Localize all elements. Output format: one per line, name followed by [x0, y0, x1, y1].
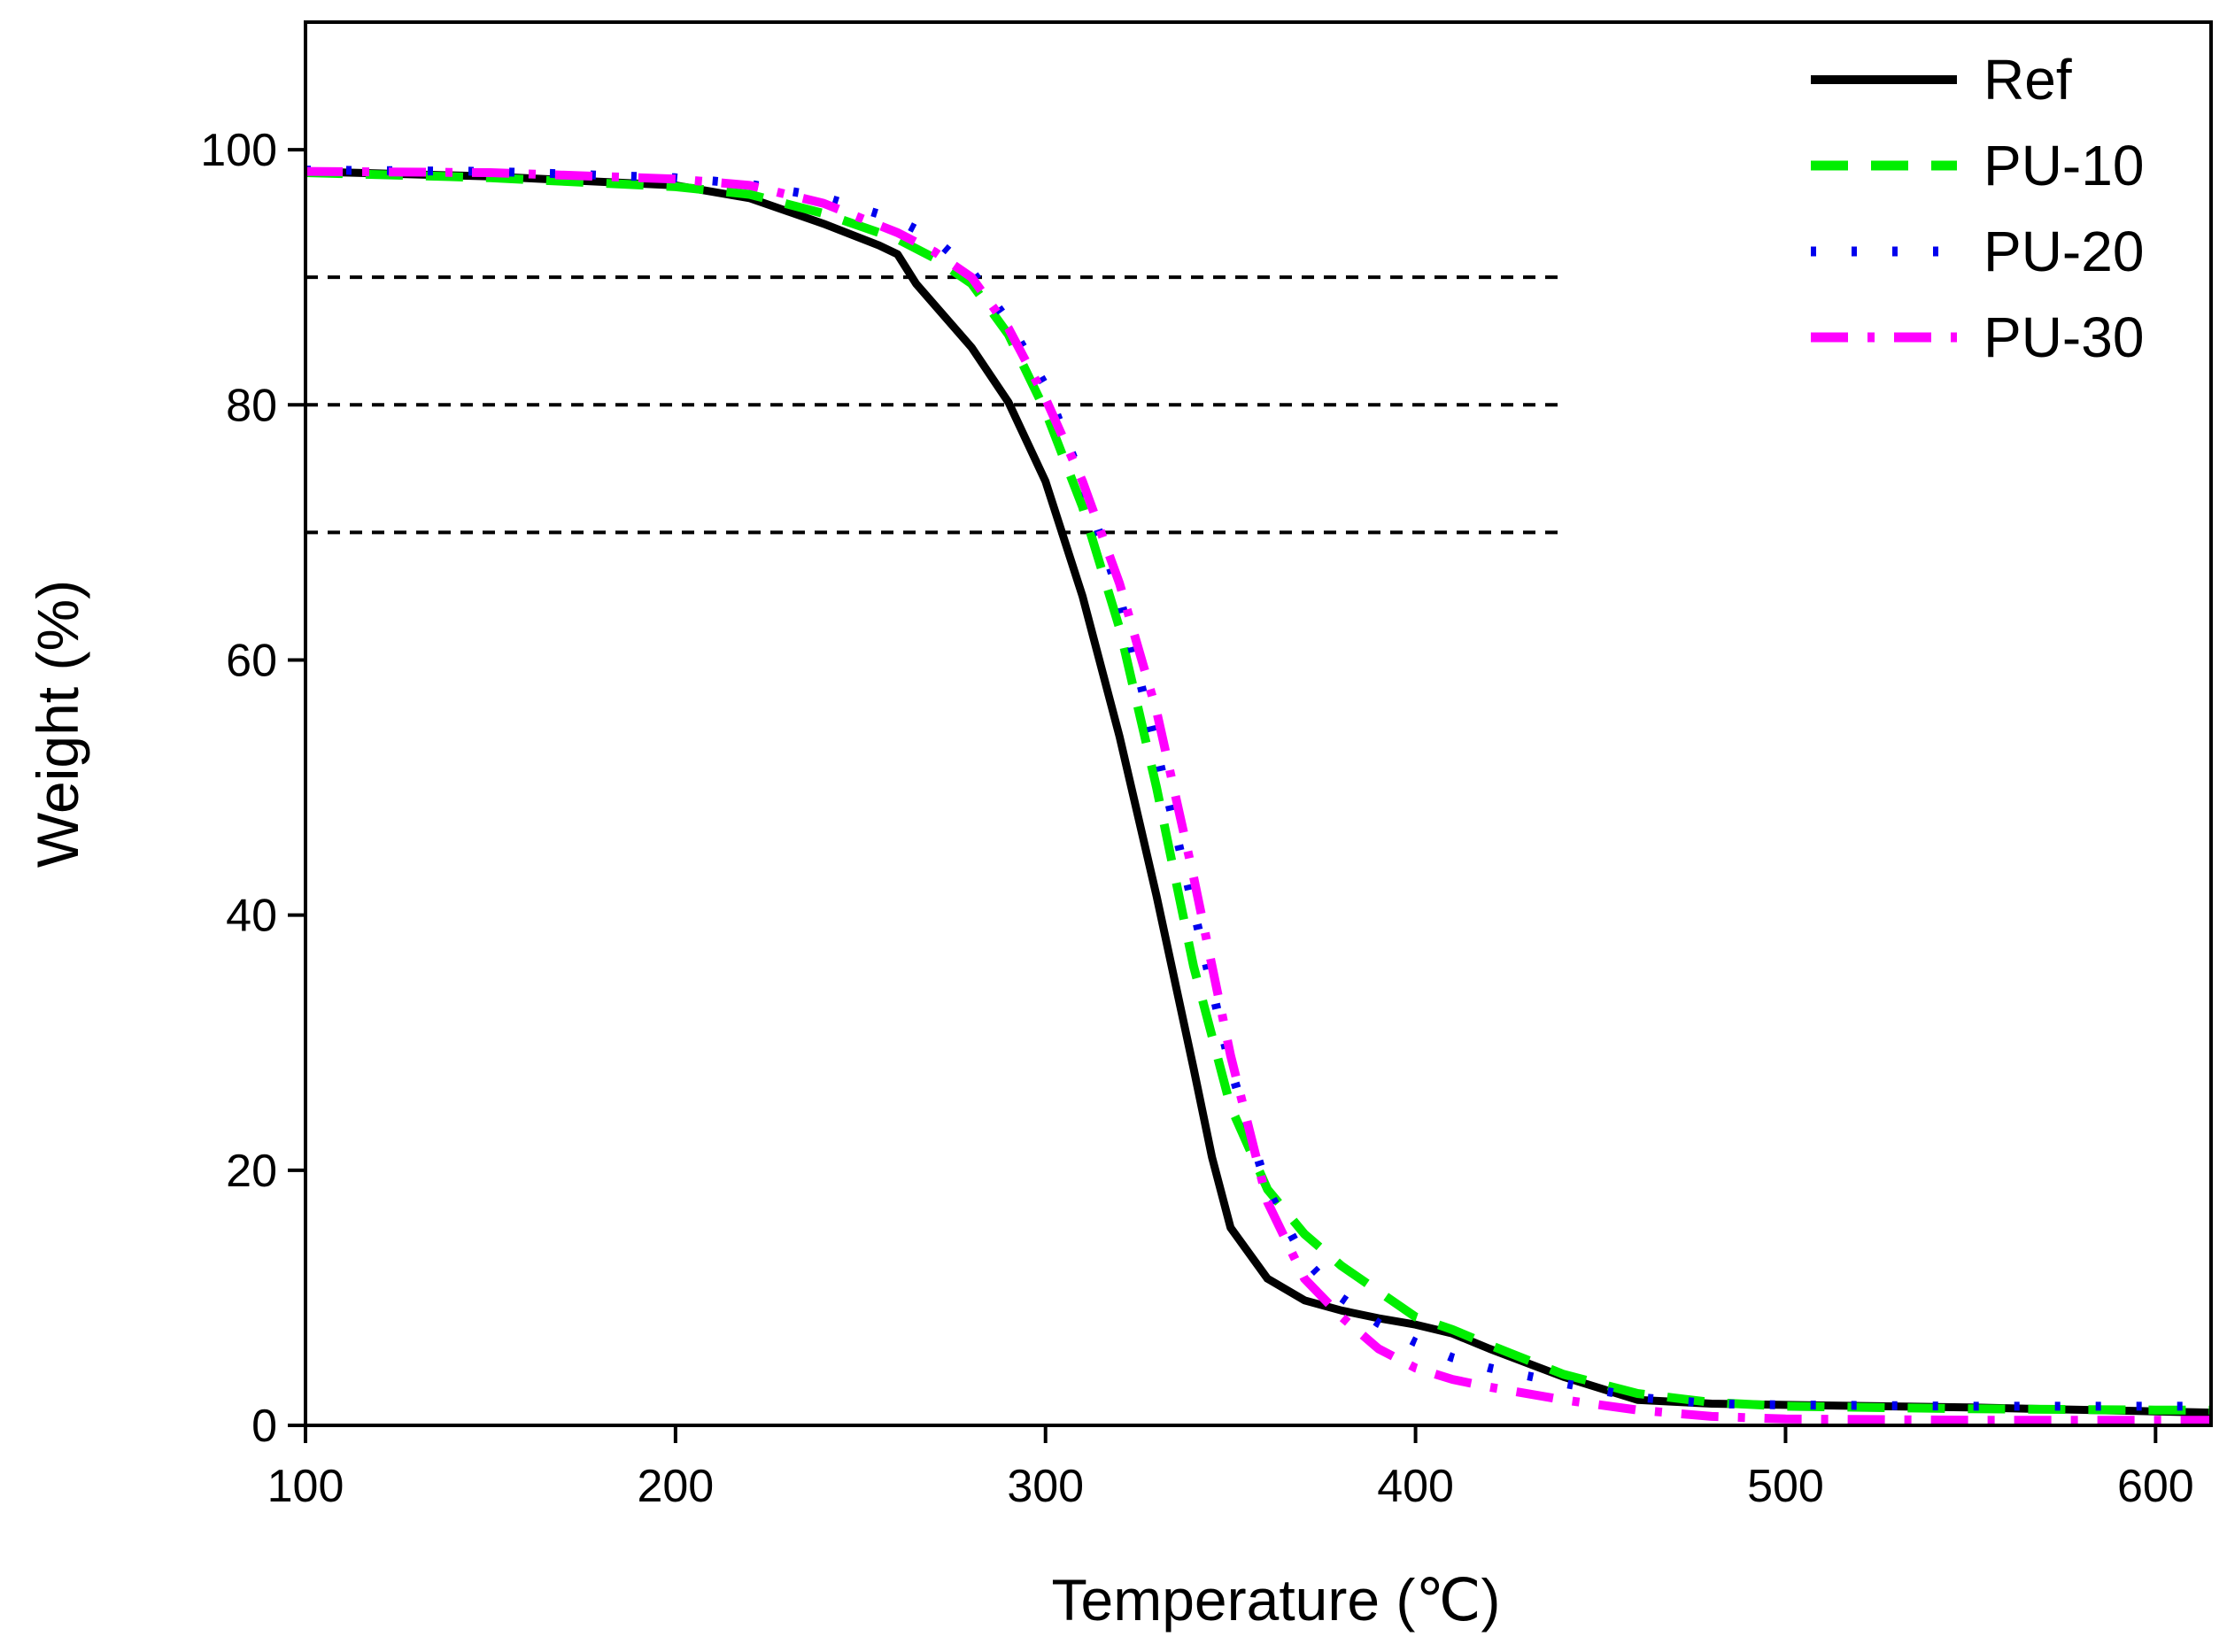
x-tick-label: 500: [1747, 1461, 1824, 1512]
y-tick-label: 80: [226, 380, 277, 431]
y-tick-label: 40: [226, 891, 277, 942]
x-axis: 100 200 300 400 500 600: [267, 1425, 2194, 1512]
series-lines: [305, 166, 2212, 1425]
x-tick-label: 600: [2117, 1461, 2194, 1512]
legend-label: Ref: [1983, 48, 2072, 112]
x-axis-title: Temperature (℃): [1052, 1567, 1501, 1633]
legend: Ref PU-10 PU-20 PU-30: [1811, 48, 2144, 369]
y-axis: 0 20 40 60 80 100: [200, 125, 305, 1452]
series-line-pu-10: [305, 168, 2211, 1415]
y-tick-label: 20: [226, 1146, 277, 1197]
x-tick-label: 400: [1377, 1461, 1454, 1512]
series-line-pu-30: [305, 166, 2211, 1425]
y-tick-label: 100: [200, 125, 277, 176]
legend-label: PU-20: [1983, 220, 2144, 283]
series-line-ref: [305, 167, 2212, 1417]
x-tick-label: 100: [267, 1461, 344, 1512]
reference-lines: [305, 275, 1564, 535]
y-tick-label: 0: [251, 1401, 277, 1452]
legend-label: PU-10: [1983, 134, 2144, 197]
x-tick-label: 200: [637, 1461, 714, 1512]
y-axis-title: Weight (%): [25, 580, 90, 868]
y-tick-label: 60: [226, 635, 277, 686]
plot-frame: [304, 20, 2213, 1427]
x-tick-label: 300: [1007, 1461, 1084, 1512]
legend-label: PU-30: [1983, 305, 2144, 369]
series-line-pu-20: [305, 166, 2211, 1411]
